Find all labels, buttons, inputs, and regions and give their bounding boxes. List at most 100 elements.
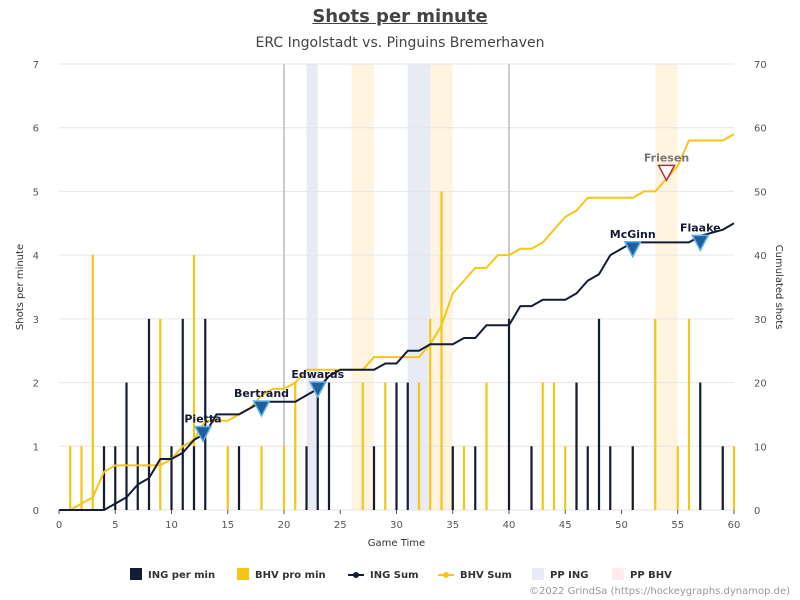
x-tick-label: 0: [56, 520, 62, 531]
goal-scorer-label: Flaake: [680, 221, 721, 234]
bhv-bar: [440, 191, 443, 510]
ing-bar: [451, 446, 454, 510]
ing-bar: [575, 382, 578, 510]
credit-text: ©2022 GrindSa (https://hockeygraphs.dyna…: [529, 586, 790, 597]
bhv-bar: [294, 382, 297, 510]
goal-marker-icon: [657, 164, 676, 182]
ing-bar: [114, 446, 117, 510]
y-left-tick-label: 2: [33, 379, 39, 390]
ing-bar: [586, 446, 589, 510]
ing-bar: [125, 382, 128, 510]
y-left-tick-label: 1: [33, 442, 39, 453]
y-left-tick-label: 7: [33, 60, 39, 71]
goal-marker-icon: [193, 425, 213, 444]
bhv-bar: [282, 446, 286, 510]
ing-sum-line: [59, 222, 735, 511]
y-left-tick-label: 4: [33, 251, 39, 262]
goal-scorer-label: Friesen: [644, 151, 689, 164]
ing-bar: [372, 446, 376, 510]
goal-marker-icon: [308, 381, 327, 399]
y-right-tick-label: 60: [754, 124, 767, 135]
legend-label: ING per min: [148, 570, 215, 581]
pp-ing-band: [306, 64, 318, 510]
chart-subtitle: ERC Ingolstadt vs. Pinguins Bremerhaven: [255, 35, 545, 51]
ing-bar: [170, 446, 173, 510]
y-right-tick-label: 30: [754, 315, 767, 326]
legend-label: BHV Sum: [460, 570, 512, 581]
ing-bar: [181, 318, 184, 510]
ing-bar: [474, 446, 477, 510]
x-tick-label: 45: [559, 520, 572, 531]
x-tick-label: 25: [334, 520, 347, 531]
ing-bar: [406, 382, 409, 510]
goal-scorer-label: Bertrand: [234, 387, 289, 400]
bhv-bar: [485, 382, 488, 510]
legend-swatch-marker: [443, 572, 449, 578]
x-tick-label: 30: [390, 520, 403, 531]
bhv-bar: [69, 446, 72, 510]
legend-swatch-marker: [353, 572, 359, 578]
legend: ING per min BHV pro min ING Sum BHV Sum PP I…: [130, 568, 672, 581]
legend-label: ING Sum: [370, 570, 419, 581]
legend-swatch: [612, 568, 624, 580]
ing-bar: [507, 318, 511, 510]
x-tick-label: 55: [671, 520, 684, 531]
legend-swatch: [130, 568, 142, 580]
pp-ing-band: [407, 64, 431, 510]
x-tick-label: 60: [728, 520, 741, 531]
bhv-bar: [260, 446, 263, 510]
x-tick-label: 15: [221, 520, 234, 531]
goal-marker-icon: [691, 234, 710, 252]
y-left-tick-label: 0: [33, 506, 39, 517]
bhv-bar: [226, 446, 229, 510]
bhv-bar: [462, 446, 466, 510]
bhv-bar: [676, 446, 679, 510]
bhv-bar: [654, 318, 657, 510]
ing-bar: [192, 446, 196, 510]
bhv-highlight-band: [351, 64, 374, 510]
y-left-tick-label: 3: [33, 315, 39, 326]
bhv-bar: [384, 382, 387, 510]
ing-bar: [699, 382, 702, 510]
goal-scorer-label: Pietta: [184, 413, 221, 426]
bhv-bar: [541, 382, 544, 510]
bhv-bar: [417, 382, 421, 510]
x-tick-label: 40: [503, 520, 516, 531]
x-tick-label: 20: [278, 520, 291, 531]
bar-layer: [69, 191, 736, 510]
y-right-tick-label: 70: [754, 60, 767, 71]
goal-scorer-label: Edwards: [291, 368, 344, 381]
ing-bar: [102, 446, 106, 510]
x-axis-label: Game Time: [368, 538, 425, 549]
y-right-tick-label: 40: [754, 251, 767, 262]
ing-bar: [609, 446, 612, 510]
bhv-bar: [80, 446, 83, 510]
bhv-bar: [564, 446, 567, 510]
ing-bar: [305, 446, 308, 510]
bhv-bar: [159, 318, 162, 510]
x-tick-label: 5: [112, 520, 118, 531]
x-tick-label: 10: [165, 520, 178, 531]
legend-swatch: [237, 568, 249, 580]
axes-layer: 0 5 10 15 20 25 30 35 40 45 50 55 600123456701020304…: [15, 60, 784, 549]
y-left-tick-label: 5: [33, 187, 39, 198]
legend-label: BHV pro min: [255, 570, 326, 581]
goal-marker-icon: [623, 241, 642, 259]
ing-bar: [721, 446, 724, 510]
ing-bar: [147, 318, 151, 510]
bhv-bar: [361, 382, 364, 510]
ing-bar: [631, 446, 634, 510]
y-left-tick-label: 6: [33, 124, 39, 135]
legend-swatch: [532, 568, 544, 580]
ing-bar: [597, 318, 601, 510]
ing-bar: [237, 446, 241, 510]
bhv-sum-line: [59, 133, 735, 511]
bhv-bar: [429, 318, 432, 510]
bhv-bar: [687, 318, 691, 510]
y-right-tick-label: 20: [754, 379, 767, 390]
goal-marker-icon: [252, 400, 271, 418]
x-tick-label: 35: [446, 520, 459, 531]
bhv-highlight-band: [655, 64, 678, 510]
